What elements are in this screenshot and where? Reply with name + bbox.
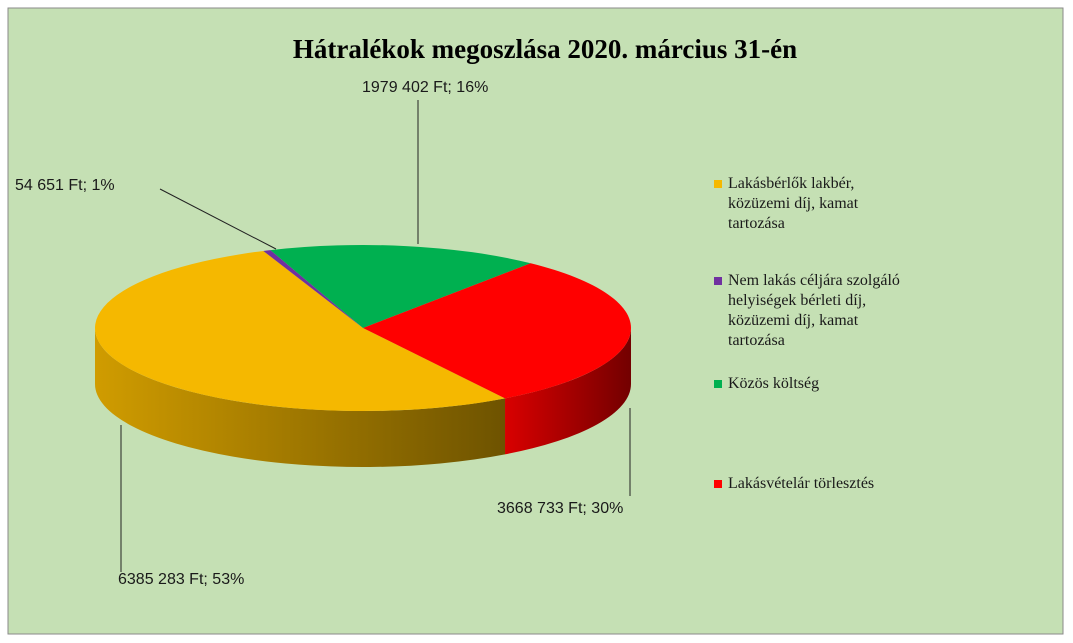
slice-side [95,328,506,467]
legend-swatch [714,277,722,285]
slice [363,263,632,399]
data-label: 1979 402 Ft; 16% [362,79,488,96]
legend-item: Lakásbérlők lakbér, közüzemi díj, kamat … [714,174,914,234]
legend-swatch [714,380,722,388]
legend-label: Lakásvételár törlesztés [728,475,875,492]
legend-swatch [714,480,722,488]
legend-item: Nem lakás céljára szolgáló helyiségek bé… [714,271,914,351]
legend-label: Közös költség [728,375,820,392]
legend-swatch [714,180,722,188]
data-label: 3668 733 Ft; 30% [497,500,623,517]
slice-side [505,328,631,455]
chart-title: Hátralékok megoszlása 2020. március 31-é… [293,34,797,64]
slice [263,250,363,328]
data-label: 6385 283 Ft; 53% [118,571,244,588]
legend-item: Lakásvételár törlesztés [714,474,914,494]
pie-tops [95,244,632,411]
data-label: 54 651 Ft; 1% [15,177,115,194]
data-labels: 6385 283 Ft; 53% 54 651 Ft; 1% 1979 402 Ft… [15,79,631,588]
legend-label: Lakásbérlők lakbér, közüzemi díj, kamat … [728,175,859,232]
slice [95,250,506,411]
slice [270,244,531,328]
leader-line [159,188,277,250]
pie-sides [95,328,631,467]
legend-item: Közös költség [714,374,914,394]
legend-label: Nem lakás céljára szolgáló helyiségek bé… [728,272,900,349]
